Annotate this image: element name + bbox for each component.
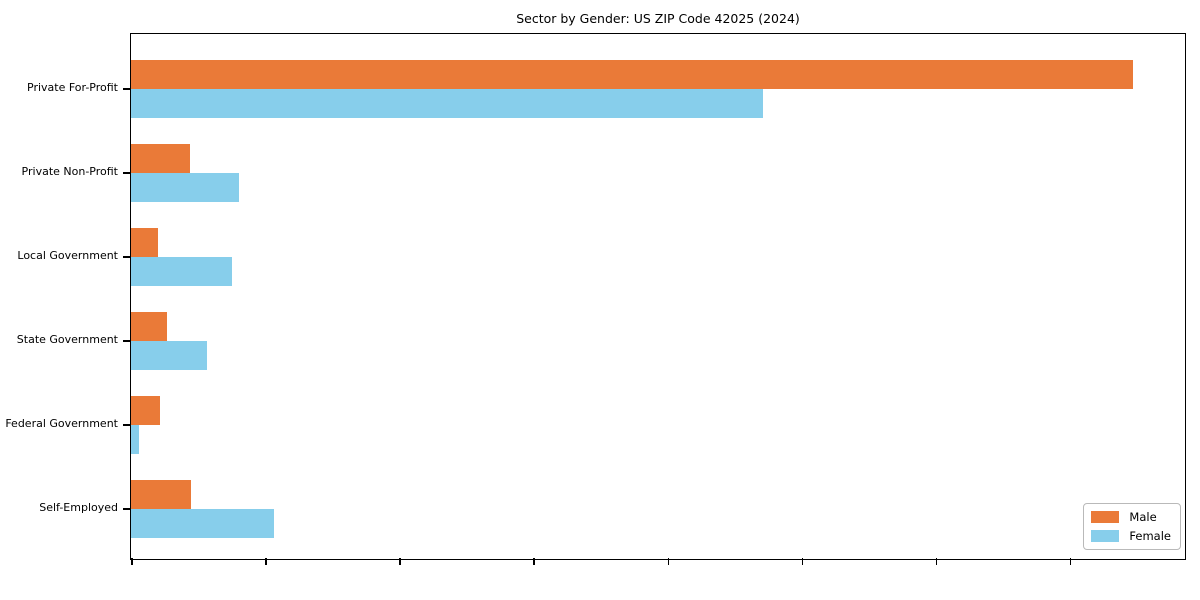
- x-tick-mark: [935, 558, 938, 565]
- category-label: Federal Government: [5, 417, 118, 430]
- legend-label: Female: [1129, 529, 1171, 543]
- bar-male-2: [131, 144, 190, 173]
- legend-label: Male: [1129, 510, 1157, 524]
- bar-female-5: [131, 425, 139, 454]
- y-tick-mark: [123, 172, 130, 174]
- legend-swatch-female: [1091, 530, 1120, 542]
- plot-area: 05001,0001,5002,0002,5003,0003,500 MaleF…: [123, 33, 1186, 565]
- bar-female-4: [131, 341, 207, 370]
- y-tick-mark: [123, 88, 130, 90]
- bar-female-1: [131, 89, 763, 118]
- bar-male-5: [131, 396, 160, 425]
- y-tick-mark: [123, 340, 130, 342]
- category-label: Local Government: [17, 249, 118, 262]
- x-tick-mark: [131, 558, 133, 565]
- legend-item-male: Male: [1091, 510, 1171, 524]
- bar-male-6: [131, 480, 191, 509]
- legend: Male Female: [1083, 503, 1181, 550]
- bar-female-3: [131, 257, 232, 286]
- y-tick-mark: [123, 424, 130, 426]
- y-tick-mark: [123, 508, 130, 510]
- legend-item-female: Female: [1091, 529, 1171, 543]
- bar-male-4: [131, 312, 167, 341]
- y-tick-mark: [123, 256, 130, 258]
- x-tick-mark: [533, 558, 535, 565]
- bar-female-2: [131, 173, 239, 202]
- x-tick-mark: [1069, 558, 1072, 565]
- category-label: Private Non-Profit: [21, 165, 118, 178]
- x-tick-mark: [265, 558, 267, 565]
- x-tick-mark: [801, 558, 804, 565]
- category-label: Private For-Profit: [27, 81, 118, 94]
- category-label: State Government: [16, 333, 118, 346]
- x-tick-mark: [399, 558, 401, 565]
- legend-swatch-male: [1091, 511, 1120, 523]
- bar-male-1: [131, 60, 1133, 89]
- category-label: Self-Employed: [39, 501, 118, 514]
- chart-title: Sector by Gender: US ZIP Code 42025 (202…: [516, 11, 800, 26]
- x-tick-mark: [667, 558, 670, 565]
- bar-male-3: [131, 228, 158, 257]
- bar-female-6: [131, 509, 274, 538]
